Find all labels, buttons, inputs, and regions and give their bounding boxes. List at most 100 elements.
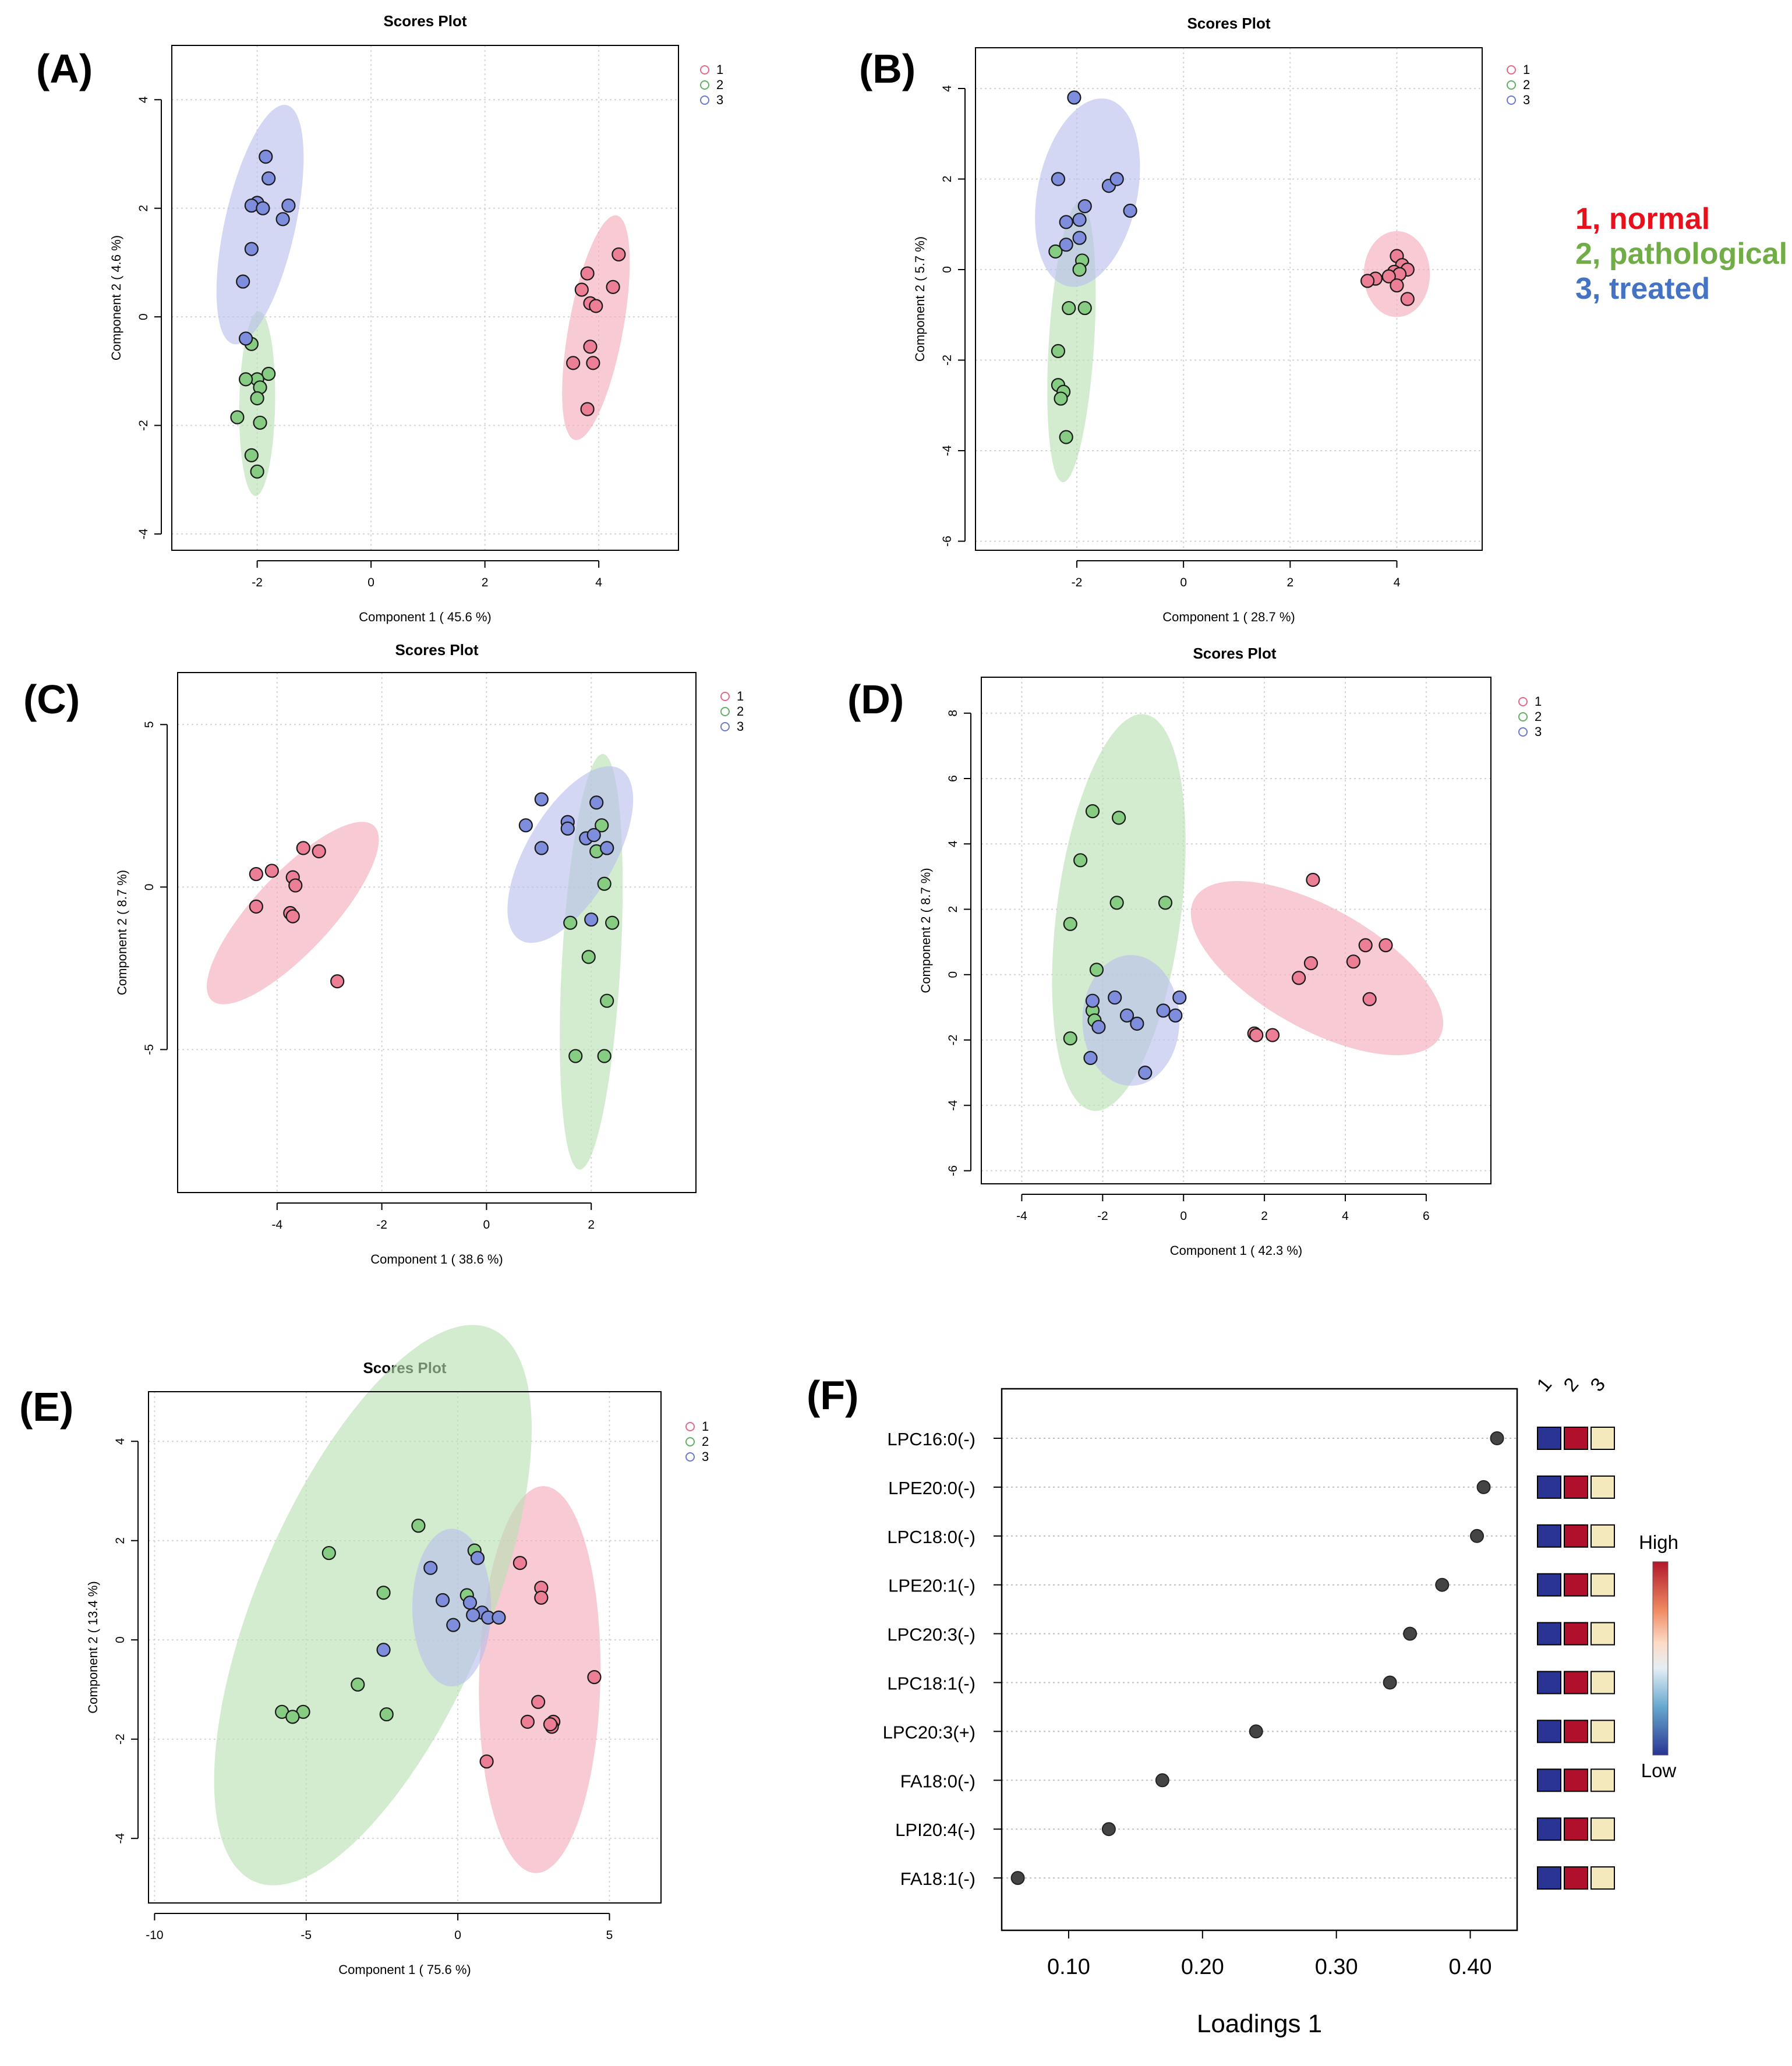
score-point-group-3 <box>275 212 290 227</box>
x-tick-label: -2 <box>1072 576 1083 589</box>
heatmap-cell-group-2 <box>1564 1524 1588 1548</box>
key-pathological: 2, pathological <box>1575 237 1787 271</box>
score-point-group-3 <box>261 171 276 186</box>
heatmap-cell-group-1 <box>1537 1524 1561 1548</box>
legend-label-3: 3 <box>1523 93 1530 107</box>
score-point-group-1 <box>566 356 581 370</box>
score-point-group-3 <box>1109 172 1124 186</box>
plot-frame <box>1001 1388 1518 1931</box>
legend-label-3: 3 <box>716 93 723 107</box>
y-tick-label: 4 <box>114 1438 127 1445</box>
x-tick-label: -5 <box>301 1929 312 1942</box>
score-point-group-3 <box>1085 993 1100 1008</box>
score-point-group-1 <box>612 247 626 262</box>
legend-label-1: 1 <box>1535 694 1542 709</box>
score-point-group-2 <box>581 950 596 964</box>
score-point-group-3 <box>1108 990 1122 1005</box>
heatmap-cell-group-3 <box>1590 1671 1615 1694</box>
y-axis-label: Component 2 ( 8.7 %) <box>918 868 933 993</box>
x-axis-label: Component 1 ( 45.6 %) <box>359 610 491 624</box>
score-point-group-1 <box>249 866 263 882</box>
score-point-group-3 <box>584 912 599 927</box>
heatmap-cell-group-1 <box>1537 1720 1561 1743</box>
score-point-group-3 <box>1138 1066 1153 1080</box>
score-point-group-1 <box>520 1714 535 1729</box>
heatmap-cell-group-2 <box>1564 1720 1588 1743</box>
score-point-group-3 <box>1172 990 1187 1005</box>
score-point-group-3 <box>1156 1003 1171 1018</box>
score-point-group-3 <box>238 331 253 346</box>
y-axis-label: Component 2 ( 4.6 %) <box>109 235 123 360</box>
plot-frame <box>975 47 1483 551</box>
series-legend: 123 <box>1507 62 1530 107</box>
y-tick-label: 8 <box>946 710 960 717</box>
x-axis-label: Component 1 ( 38.6 %) <box>370 1252 503 1267</box>
score-point-group-1 <box>330 974 345 989</box>
heatmap-cell-group-3 <box>1590 1817 1615 1841</box>
score-point-group-2 <box>1063 917 1077 931</box>
y-tick-label: -5 <box>143 1044 156 1055</box>
confidence-ellipse-group-1 <box>479 1486 601 1873</box>
score-point-group-1 <box>543 1717 558 1732</box>
confidence-ellipse-group-3 <box>216 105 304 345</box>
score-point-group-2 <box>244 448 259 462</box>
legend-label-1: 1 <box>716 62 723 77</box>
y-tick-label: -2 <box>137 420 150 431</box>
score-point-group-3 <box>1059 238 1073 252</box>
chart-title: Scores Plot <box>1193 645 1276 662</box>
heatmap-cell-group-1 <box>1537 1866 1561 1890</box>
score-point-group-2 <box>1051 344 1066 359</box>
heatmap-cell-group-1 <box>1537 1817 1561 1841</box>
score-point-group-1 <box>1379 938 1393 953</box>
legend-marker-3 <box>700 95 709 105</box>
legend-label-2: 2 <box>716 77 723 92</box>
score-point-group-3 <box>1168 1008 1183 1023</box>
heatmap-cell-group-2 <box>1564 1866 1588 1890</box>
score-point-group-2 <box>379 1707 394 1722</box>
loading-point <box>1470 1529 1485 1543</box>
x-tick-label: 6 <box>1423 1209 1430 1223</box>
heatmap-cell-group-1 <box>1537 1622 1561 1646</box>
y-axis-label: Component 2 ( 8.7 %) <box>115 870 129 995</box>
score-point-group-2 <box>1109 896 1124 910</box>
score-point-group-2 <box>597 1049 612 1063</box>
legend-marker-1 <box>685 1422 695 1431</box>
variable-label: LPC16:0(-) <box>887 1429 975 1449</box>
heatmap-cell-group-3 <box>1590 1573 1615 1597</box>
legend-marker-1 <box>1518 697 1528 706</box>
score-point-group-2 <box>568 1049 583 1063</box>
x-tick-label: 0 <box>367 576 374 589</box>
heatmap-cell-group-2 <box>1564 1427 1588 1450</box>
score-point-group-3 <box>492 1610 506 1625</box>
loading-point <box>1101 1822 1116 1837</box>
x-tick-label: -2 <box>252 576 263 589</box>
loading-point <box>1249 1724 1263 1739</box>
score-point-group-2 <box>376 1586 391 1600</box>
heatmap-cell-group-2 <box>1564 1475 1588 1499</box>
heatmap-cell-group-1 <box>1537 1475 1561 1499</box>
x-tick-label: 0.20 <box>1181 1955 1224 1979</box>
score-point-group-2 <box>253 415 267 430</box>
legend-marker-3 <box>1518 727 1528 737</box>
variable-label: LPC20:3(-) <box>887 1625 975 1645</box>
score-point-group-2 <box>597 876 612 891</box>
scores-plot-d: (D) Scores Plot -4 -2 0 2 4 6 -6 -4 -2 0 2 4 6 8 Compone… <box>847 645 1542 1258</box>
score-point-group-2 <box>250 391 264 406</box>
legend-marker-1 <box>700 65 709 75</box>
score-point-group-1 <box>285 909 300 924</box>
score-point-group-3 <box>281 198 296 213</box>
colorbar-low-label: Low <box>1641 1760 1677 1781</box>
score-point-group-2 <box>1054 391 1068 406</box>
score-point-group-1 <box>1265 1028 1280 1042</box>
score-point-group-2 <box>1089 963 1104 977</box>
score-point-group-3 <box>462 1596 478 1610</box>
y-tick-label: 2 <box>137 205 150 212</box>
y-tick-label: 0 <box>946 971 960 978</box>
confidence-ellipse-group-2 <box>214 1325 532 1885</box>
x-tick-label: 5 <box>606 1929 613 1942</box>
score-point-group-1 <box>1360 274 1375 288</box>
loading-point <box>1403 1626 1418 1641</box>
score-point-group-1 <box>288 878 303 893</box>
score-point-group-3 <box>589 795 604 810</box>
x-tick-label: 0 <box>1180 1209 1187 1223</box>
